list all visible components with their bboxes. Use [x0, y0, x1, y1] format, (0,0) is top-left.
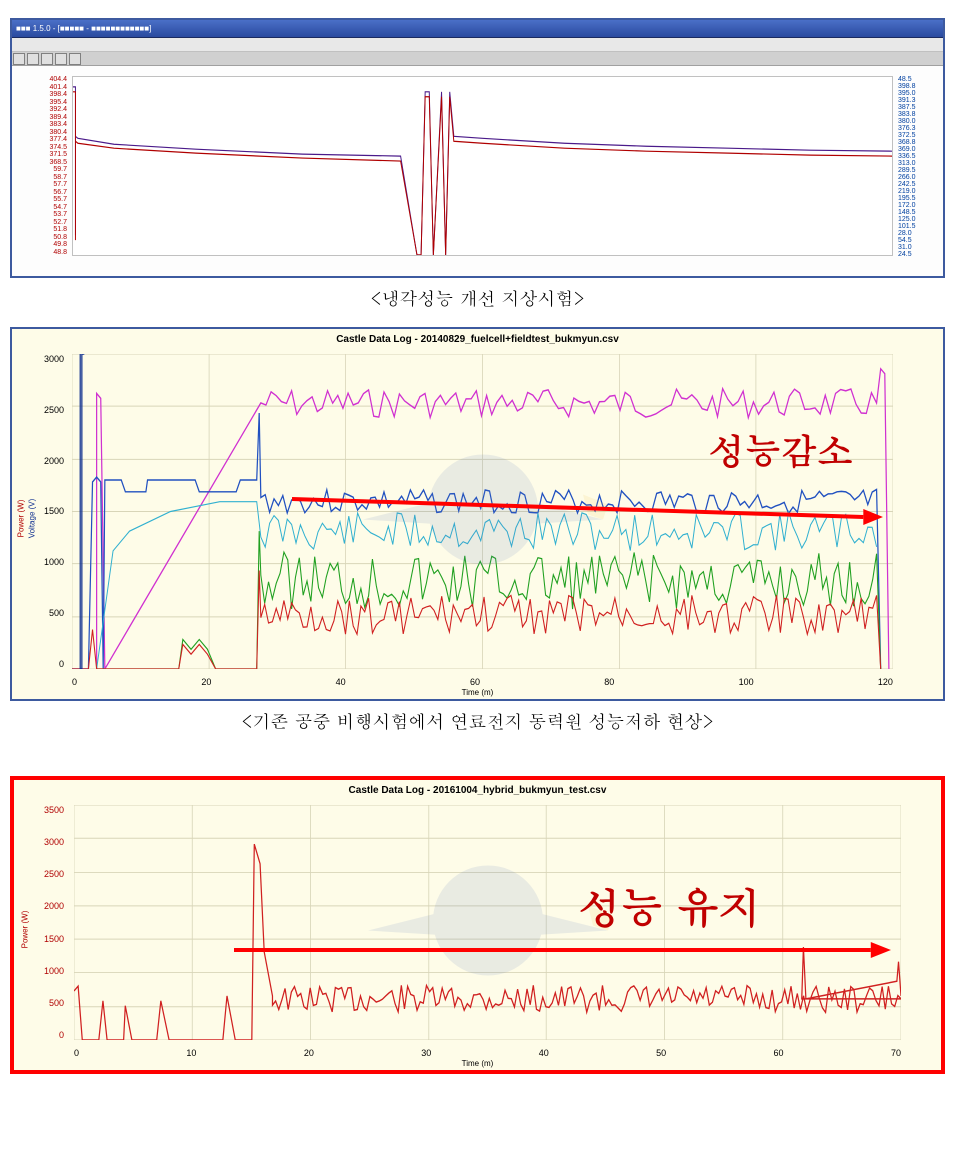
chart1-series1 [73, 87, 892, 255]
chart1-body: 404.4401.4398.4395.4392.4389.4383.4380.4… [12, 66, 943, 276]
toolbar-btn[interactable] [27, 53, 39, 65]
chart1-window-title: ■■■ 1.5.0 - [■■■■■ - ■■■■■■■■■■■■] [16, 24, 151, 33]
toolbar-btn[interactable] [41, 53, 53, 65]
chart3-svg [74, 805, 901, 1040]
toolbar-btn[interactable] [55, 53, 67, 65]
chart3-title: Castle Data Log - 20161004_hybrid_bukmyu… [14, 785, 941, 796]
chart1-titlebar: ■■■ 1.5.0 - [■■■■■ - ■■■■■■■■■■■■] [12, 20, 943, 38]
chart2-xlabel: Time (m) [12, 688, 943, 697]
chart2-annotation: 성능감소 [709, 424, 853, 475]
chart2-title: Castle Data Log - 20140829_fuelcell+fiel… [12, 334, 943, 345]
chart1-svg [73, 77, 892, 255]
chart1-left-axis: 404.4401.4398.4395.4392.4389.4383.4380.4… [22, 76, 67, 256]
chart2-container: Castle Data Log - 20140829_fuelcell+fiel… [10, 327, 945, 701]
caption2: <기존 공중 비행시험에서 연료전지 동력원 성능저하 현상> [10, 709, 945, 734]
chart1-menubar [12, 38, 943, 52]
chart3-body: Castle Data Log - 20161004_hybrid_bukmyu… [14, 780, 941, 1070]
chart2-arrow [292, 489, 883, 534]
chart3-y-ticks: 3500300025002000150010005000 [34, 805, 64, 1040]
toolbar-btn[interactable] [13, 53, 25, 65]
chart2-x-ticks: 020406080100120 [72, 677, 893, 687]
caption1: <냉각성능 개선 지상시험> [10, 286, 945, 311]
chart3-xlabel: Time (m) [14, 1059, 941, 1068]
chart3-annotation: 성능 유지 [579, 875, 761, 935]
chart3-arrow [234, 935, 891, 970]
chart3-ylabel: Power (W) [20, 911, 29, 949]
toolbar-btn[interactable] [69, 53, 81, 65]
chart3-plot [74, 805, 901, 1040]
chart1-toolbar [12, 52, 943, 66]
chart2-body: Castle Data Log - 20140829_fuelcell+fiel… [12, 329, 943, 699]
chart3-x-ticks: 010203040506070 [74, 1048, 901, 1058]
chart1-series2 [73, 92, 892, 255]
chart1-container: ■■■ 1.5.0 - [■■■■■ - ■■■■■■■■■■■■] 404.4… [10, 18, 945, 278]
chart1-right-axis: 48.5398.8395.0391.3387.5383.8380.0376.33… [898, 76, 933, 256]
chart2-y-ticks: 300025002000150010005000 [34, 354, 64, 669]
chart2-ylabel-power: Power (W) [16, 500, 25, 538]
chart1-plot [72, 76, 893, 256]
chart3-container: Castle Data Log - 20161004_hybrid_bukmyu… [10, 776, 945, 1074]
